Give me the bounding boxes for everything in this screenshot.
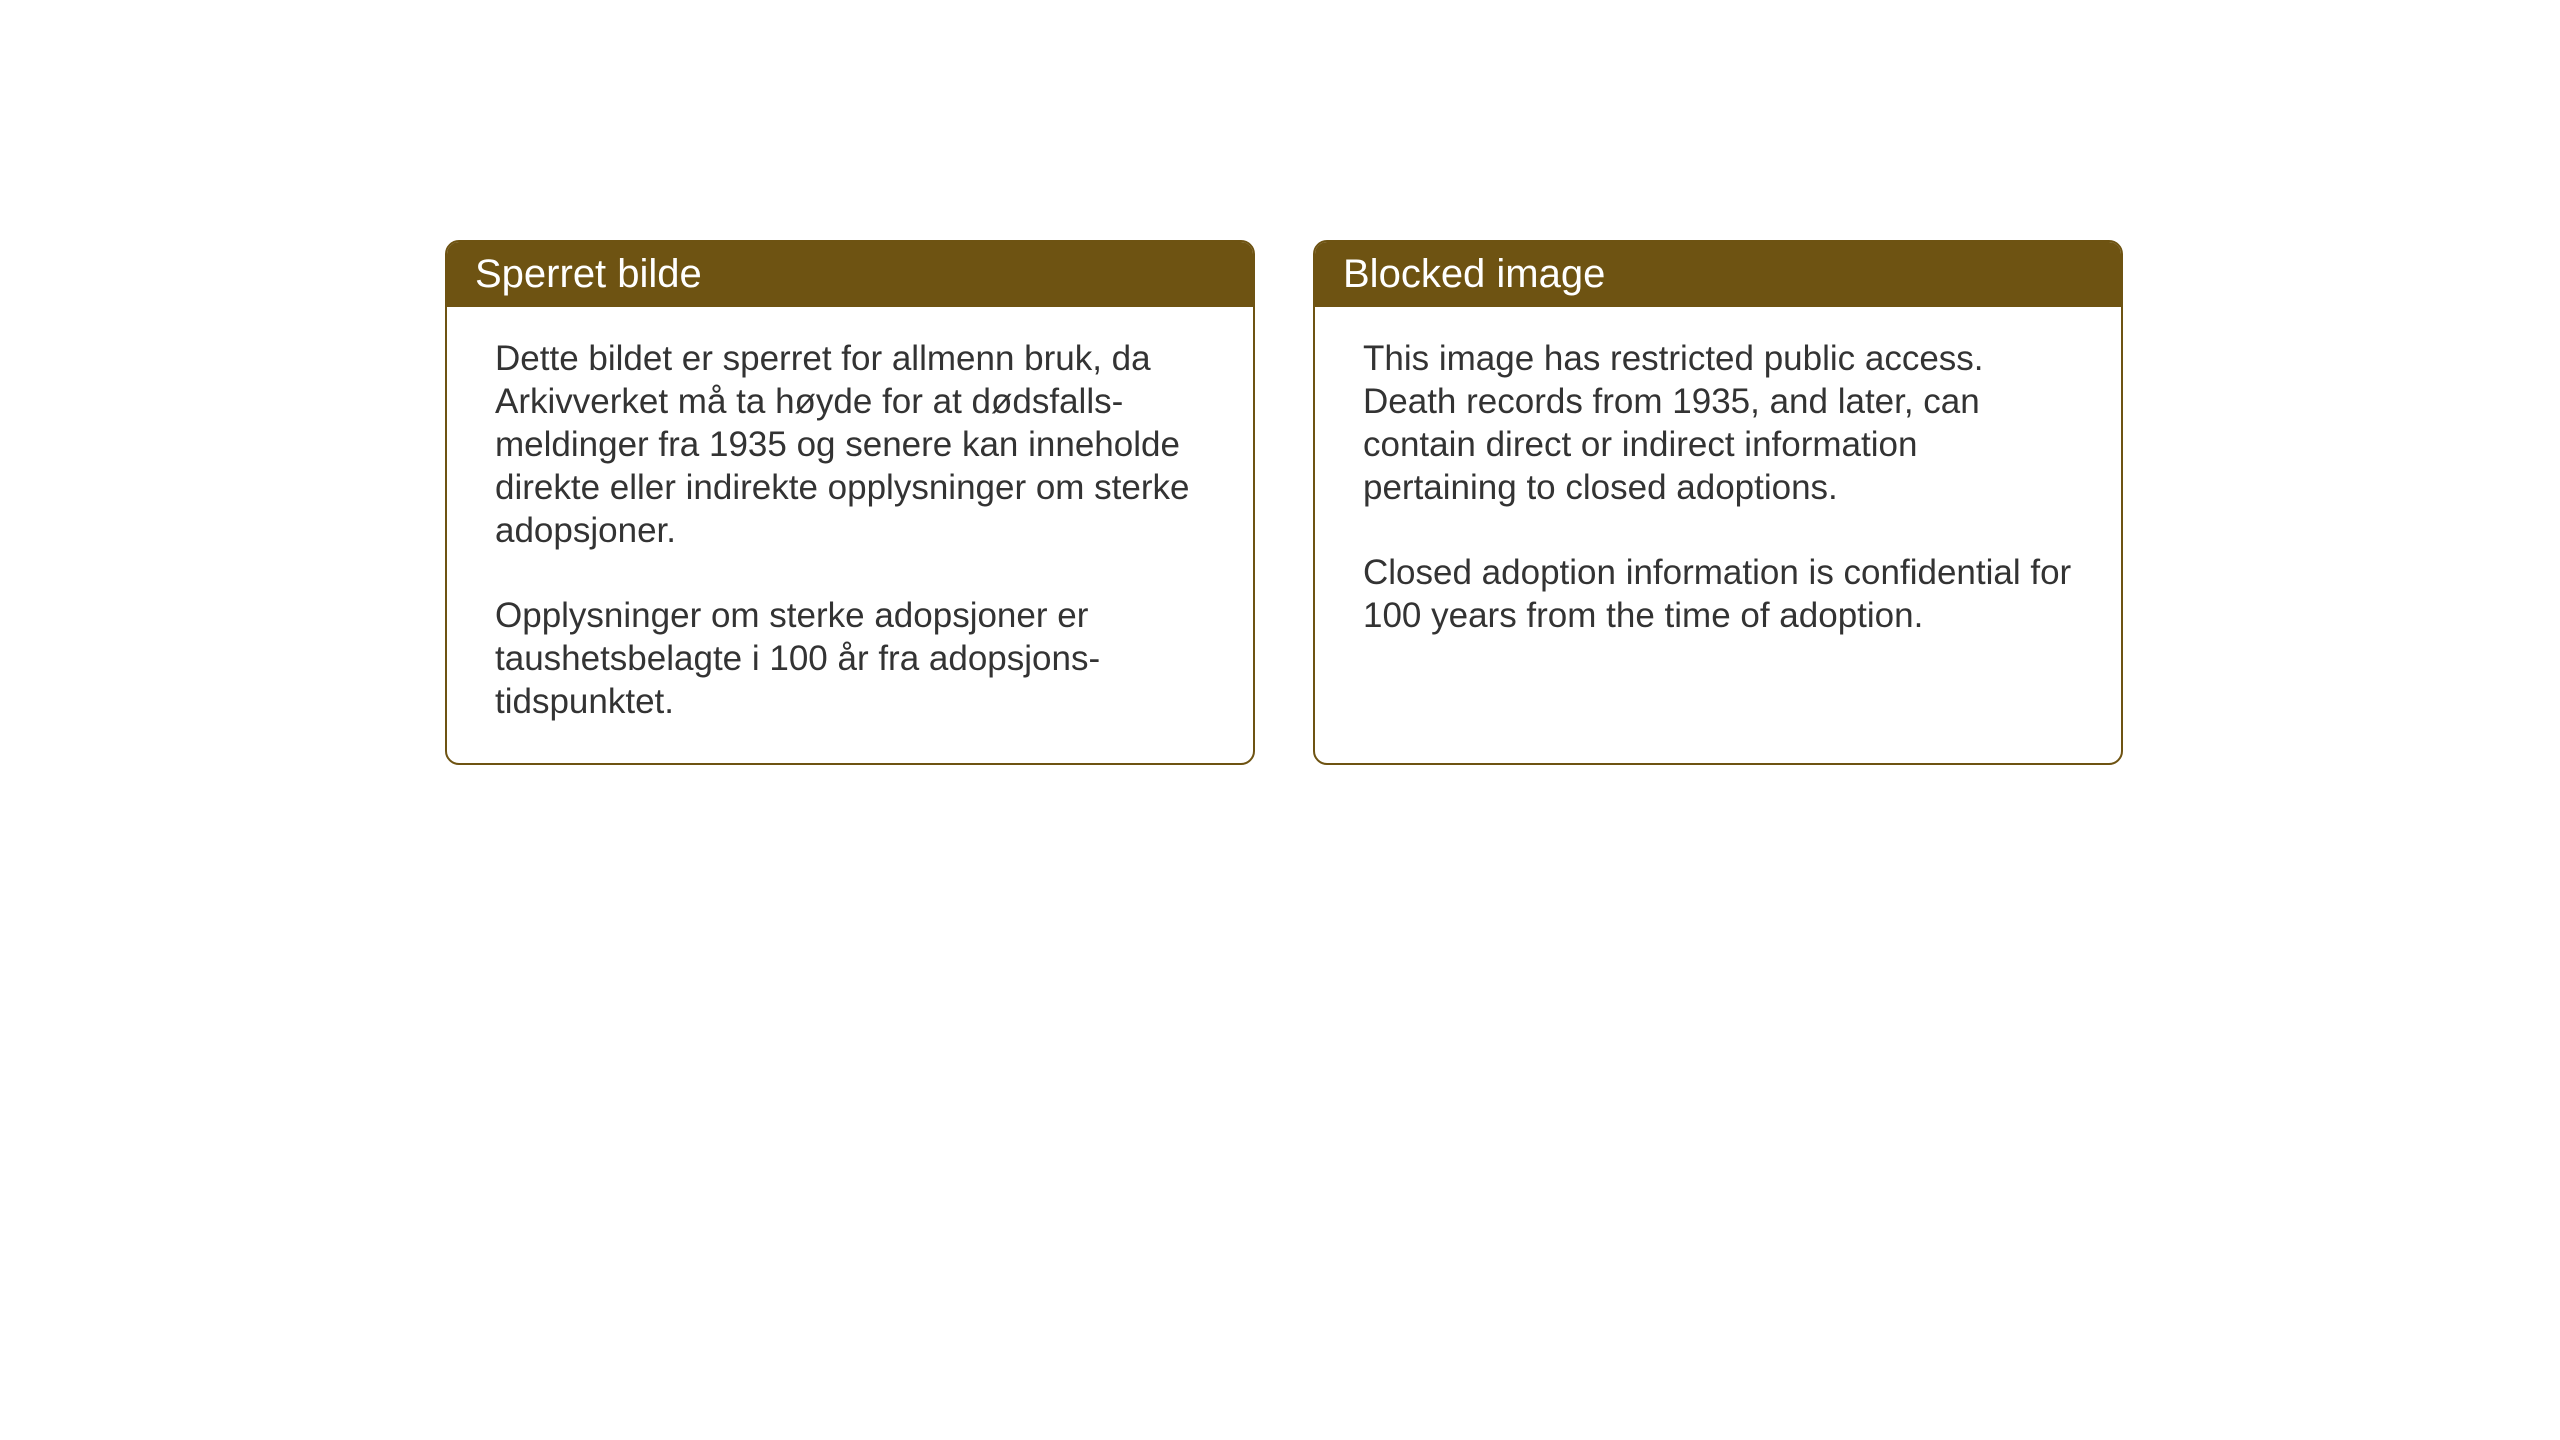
english-card: Blocked image This image has restricted … [1313, 240, 2123, 765]
english-card-title: Blocked image [1343, 252, 1605, 296]
english-paragraph-2: Closed adoption information is confident… [1363, 551, 2073, 637]
english-paragraph-1: This image has restricted public access.… [1363, 337, 2073, 509]
norwegian-paragraph-2: Opplysninger om sterke adopsjoner er tau… [495, 594, 1205, 723]
notice-container: Sperret bilde Dette bildet er sperret fo… [445, 240, 2123, 765]
norwegian-paragraph-1: Dette bildet er sperret for allmenn bruk… [495, 337, 1205, 552]
norwegian-card-header: Sperret bilde [447, 242, 1253, 307]
english-card-body: This image has restricted public access.… [1315, 307, 2121, 677]
norwegian-card: Sperret bilde Dette bildet er sperret fo… [445, 240, 1255, 765]
norwegian-card-body: Dette bildet er sperret for allmenn bruk… [447, 307, 1253, 763]
english-card-header: Blocked image [1315, 242, 2121, 307]
norwegian-card-title: Sperret bilde [475, 252, 702, 296]
